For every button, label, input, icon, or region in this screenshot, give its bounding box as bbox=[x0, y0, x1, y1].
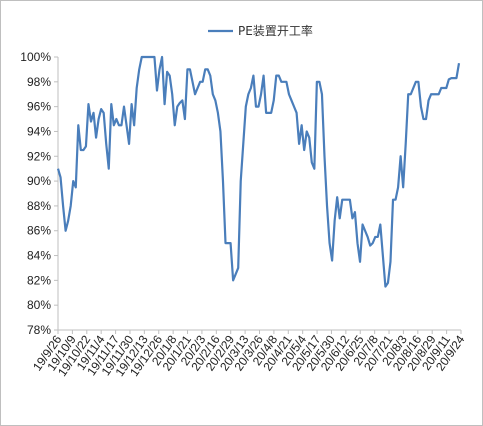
y-tick-label: 100% bbox=[20, 50, 51, 64]
series-line bbox=[56, 55, 461, 288]
y-tick-label: 96% bbox=[27, 100, 51, 114]
y-tick-label: 86% bbox=[27, 224, 51, 238]
y-tick-label: 88% bbox=[27, 199, 51, 213]
series-group bbox=[56, 55, 461, 288]
y-tick-label: 92% bbox=[27, 149, 51, 163]
y-axis-ticks: 78% 80% 82% 84% 86% 88% 90% 92% 94% 96% 98% 100% bbox=[20, 50, 58, 337]
x-axis-ticks: 19/9/2619/10/919/10/2219/11/419/11/1719/… bbox=[30, 330, 468, 379]
y-tick-label: 84% bbox=[27, 249, 51, 263]
legend-label: PE装置开工率 bbox=[238, 23, 313, 38]
y-tick-label: 78% bbox=[27, 323, 51, 337]
legend: PE装置开工率 bbox=[208, 23, 313, 38]
y-tick-label: 82% bbox=[27, 273, 51, 287]
y-tick-label: 94% bbox=[27, 124, 51, 138]
y-tick-label: 80% bbox=[27, 298, 51, 312]
y-tick-label: 90% bbox=[27, 174, 51, 188]
y-tick-label: 98% bbox=[27, 75, 51, 89]
